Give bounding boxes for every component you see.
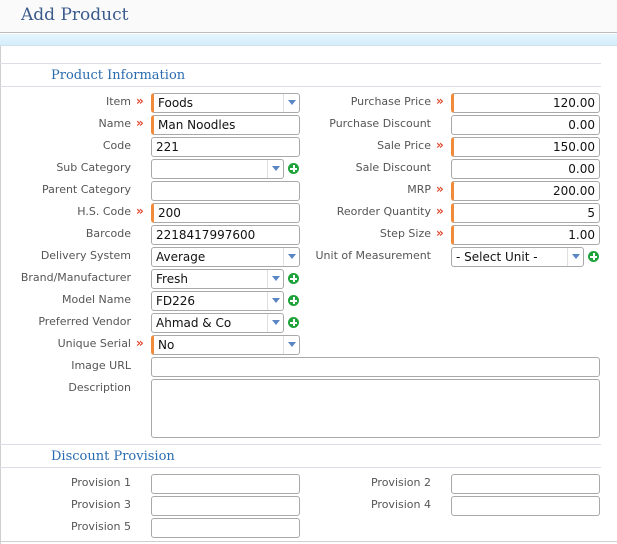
label-description: Description (68, 381, 131, 394)
label-preferred-vendor: Preferred Vendor (38, 315, 131, 328)
label-step-size: Step Size (379, 227, 431, 240)
provision-3-input[interactable] (151, 496, 300, 516)
label-unique-serial: Unique Serial (57, 337, 131, 350)
item-select[interactable]: Foods (151, 93, 300, 113)
purchase-price-input[interactable]: 120.00 (451, 93, 600, 113)
label-sale-price: Sale Price (377, 139, 431, 152)
required-icon: » (136, 204, 144, 218)
brand-select[interactable]: Fresh (151, 269, 284, 289)
sale-discount-input[interactable]: 0.00 (451, 159, 600, 179)
required-icon: » (136, 94, 144, 108)
description-textarea[interactable] (151, 379, 600, 438)
required-icon: » (436, 182, 444, 196)
label-model-name: Model Name (62, 293, 131, 306)
code-input[interactable]: 221 (151, 137, 300, 157)
chevron-down-icon (267, 314, 283, 332)
label-provision-2: Provision 2 (370, 476, 431, 489)
left-border (0, 46, 1, 544)
provision-5-input[interactable] (151, 518, 300, 538)
chevron-down-icon (267, 160, 283, 178)
chevron-down-icon (567, 248, 583, 266)
unit-select[interactable]: - Select Unit - (451, 247, 584, 267)
required-icon: » (436, 94, 444, 108)
label-sub-category: Sub Category (56, 161, 131, 174)
page-title: Add Product (21, 5, 129, 25)
add-unit-icon[interactable] (588, 251, 599, 262)
sale-price-input[interactable]: 150.00 (451, 137, 600, 157)
required-icon: » (436, 226, 444, 240)
label-mrp: MRP (407, 183, 431, 196)
label-delivery-system: Delivery System (40, 249, 131, 262)
required-icon: » (436, 204, 444, 218)
unit-value: - Select Unit - (456, 250, 538, 264)
label-barcode: Barcode (85, 227, 131, 240)
header-band (0, 34, 617, 46)
model-name-select[interactable]: FD226 (151, 291, 284, 311)
section-title-discount-provision: Discount Provision (51, 449, 175, 464)
label-provision-3: Provision 3 (70, 498, 131, 511)
unique-serial-select[interactable]: No (151, 335, 300, 355)
sub-category-select[interactable] (151, 159, 284, 179)
label-sale-discount: Sale Discount (355, 161, 431, 174)
label-hs-code: H.S. Code (77, 205, 131, 218)
brand-value: Fresh (156, 272, 188, 286)
barcode-input[interactable]: 2218417997600 (151, 225, 300, 245)
image-url-input[interactable] (151, 357, 600, 377)
reorder-quantity-input[interactable]: 5 (451, 203, 600, 223)
divider (0, 63, 601, 64)
add-sub-category-icon[interactable] (288, 163, 299, 174)
mrp-input[interactable]: 200.00 (451, 181, 600, 201)
unique-serial-value: No (158, 338, 175, 352)
chevron-down-icon (283, 336, 299, 354)
item-value: Foods (158, 96, 194, 110)
label-reorder-quantity: Reorder Quantity (336, 205, 431, 218)
provision-1-input[interactable] (151, 474, 300, 494)
label-unit-of-measurement: Unit of Measurement (315, 249, 431, 262)
preferred-vendor-value: Ahmad & Co (156, 316, 232, 330)
label-purchase-price: Purchase Price (350, 95, 431, 108)
chevron-down-icon (267, 270, 283, 288)
preferred-vendor-select[interactable]: Ahmad & Co (151, 313, 284, 333)
chevron-down-icon (267, 292, 283, 310)
label-parent-category: Parent Category (42, 183, 131, 196)
label-code: Code (102, 139, 131, 152)
hs-code-input[interactable]: 200 (151, 203, 300, 223)
divider (0, 444, 601, 445)
divider (0, 86, 601, 87)
purchase-discount-input[interactable]: 0.00 (451, 115, 600, 135)
divider (0, 467, 601, 468)
parent-category-input[interactable] (151, 181, 300, 201)
step-size-input[interactable]: 1.00 (451, 225, 600, 245)
label-purchase-discount: Purchase Discount (329, 117, 431, 130)
label-item: Item (105, 95, 131, 108)
chevron-down-icon (283, 94, 299, 112)
required-icon: » (436, 138, 444, 152)
page-header: Add Product (0, 0, 617, 33)
section-title-product-information: Product Information (51, 68, 186, 83)
name-input[interactable]: Man Noodles (151, 115, 300, 135)
label-provision-5: Provision 5 (70, 520, 131, 533)
provision-4-input[interactable] (451, 496, 600, 516)
label-provision-4: Provision 4 (370, 498, 431, 511)
delivery-system-value: Average (156, 250, 206, 264)
delivery-system-select[interactable]: Average (151, 247, 300, 267)
required-icon: » (136, 336, 144, 350)
required-icon: » (136, 116, 144, 130)
add-brand-icon[interactable] (288, 273, 299, 284)
label-name: Name (98, 117, 131, 130)
provision-2-input[interactable] (451, 474, 600, 494)
label-provision-1: Provision 1 (70, 476, 131, 489)
label-brand-manufacturer: Brand/Manufacturer (20, 271, 131, 284)
model-name-value: FD226 (156, 294, 196, 308)
label-image-url: Image URL (71, 359, 131, 372)
add-model-icon[interactable] (288, 295, 299, 306)
chevron-down-icon (283, 248, 299, 266)
add-vendor-icon[interactable] (288, 317, 299, 328)
bottom-border (0, 541, 617, 542)
